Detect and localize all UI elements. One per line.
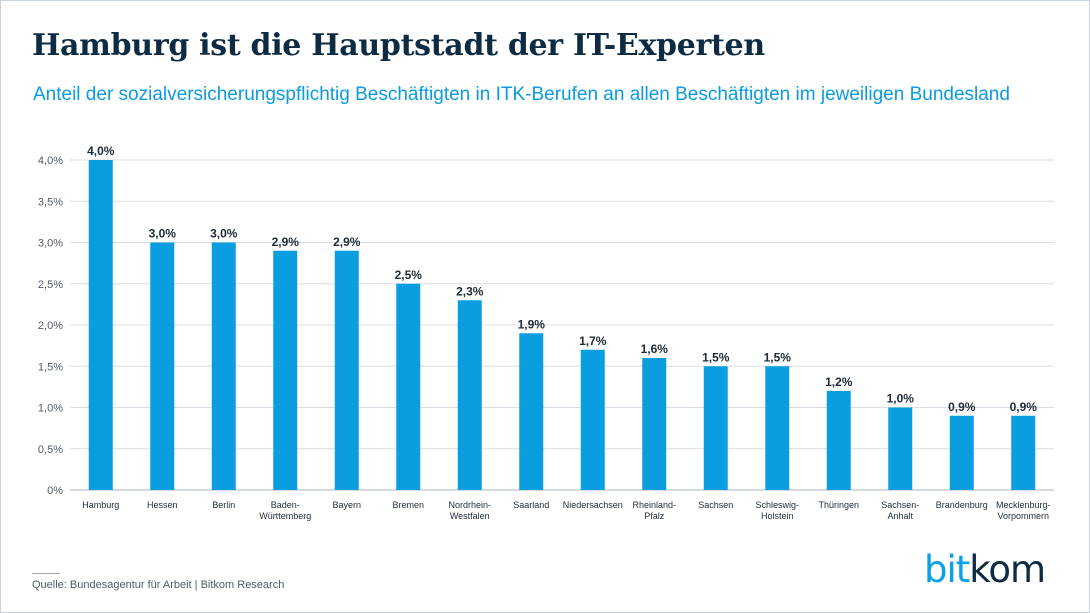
x-tick-label: Holstein (761, 511, 794, 521)
x-tick-label: Bayern (332, 500, 361, 510)
x-tick-label: Nordrhein- (448, 500, 491, 510)
bar (888, 407, 913, 490)
bar-value-label: 1,7% (579, 334, 607, 348)
bar (826, 391, 851, 490)
y-tick-label: 3,5% (38, 196, 63, 208)
bar-value-label: 1,2% (825, 375, 853, 389)
x-tick-label: Hamburg (82, 500, 119, 510)
bar (150, 242, 175, 490)
bitkom-logo: bitkom (924, 548, 1046, 591)
bar-value-label: 2,5% (395, 268, 423, 282)
x-tick-label: Vorpommern (997, 511, 1049, 521)
x-tick-label: Saarland (513, 500, 549, 510)
bar-value-label: 0,9% (1010, 400, 1038, 414)
bar (580, 349, 605, 490)
bar-value-label: 2,9% (272, 235, 300, 249)
footer-rule (32, 573, 60, 574)
chart-subtitle: Anteil der sozialversicherungspflichtig … (33, 84, 1010, 105)
bar (703, 366, 728, 490)
bar (334, 250, 359, 490)
bar (949, 415, 974, 490)
y-tick-label: 1,0% (38, 403, 63, 415)
x-tick-label: Brandenburg (936, 500, 988, 510)
bar (396, 283, 421, 490)
logo-part-kom: kom (969, 548, 1046, 591)
bar (211, 242, 236, 490)
x-tick-label: Sachsen (698, 500, 733, 510)
y-tick-label: 0,5% (38, 444, 63, 456)
bar (642, 358, 667, 490)
x-tick-label: Hessen (147, 500, 178, 510)
x-tick-label: Baden- (271, 500, 300, 510)
chart-title: Hamburg ist die Hauptstadt der IT-Expert… (32, 28, 765, 63)
bar-value-label: 3,0% (149, 227, 177, 241)
x-tick-label: Westfalen (450, 511, 490, 521)
bar-value-label: 2,3% (456, 284, 484, 298)
x-tick-label: Berlin (212, 500, 235, 510)
bar-value-label: 1,6% (641, 342, 669, 356)
bar-value-label: 1,0% (887, 392, 915, 406)
bar (519, 333, 544, 490)
x-tick-label: Thüringen (818, 500, 859, 510)
x-tick-label: Bremen (392, 500, 424, 510)
x-tick-label: Sachsen- (881, 500, 919, 510)
y-tick-label: 4,0% (38, 155, 63, 167)
bar-value-label: 1,5% (702, 350, 730, 364)
x-tick-label: Mecklenburg- (996, 500, 1051, 510)
x-tick-label: Niedersachsen (563, 500, 623, 510)
bar-value-label: 1,5% (764, 350, 792, 364)
y-tick-label: 2,0% (38, 320, 63, 332)
source-note: Quelle: Bundesagentur für Arbeit | Bitko… (32, 579, 285, 591)
logo-part-bit: bit (924, 548, 970, 591)
bar-value-label: 2,9% (333, 235, 361, 249)
bar-value-label: 1,9% (518, 317, 546, 331)
y-tick-label: 2,5% (38, 279, 63, 291)
bar (765, 366, 790, 490)
bar (88, 160, 113, 490)
x-tick-label: Württemberg (259, 511, 311, 521)
bar (457, 300, 482, 490)
y-tick-label: 0% (47, 485, 63, 497)
y-tick-label: 1,5% (38, 361, 63, 373)
x-tick-label: Pfalz (644, 511, 665, 521)
bar-value-label: 3,0% (210, 227, 238, 241)
bar (1011, 415, 1036, 490)
x-tick-label: Anhalt (887, 511, 913, 521)
bar-value-label: 4,0% (87, 144, 115, 158)
bar-value-label: 0,9% (948, 400, 976, 414)
y-tick-label: 3,0% (38, 238, 63, 250)
bar (273, 250, 298, 490)
x-tick-label: Schleswig- (755, 500, 799, 510)
x-tick-label: Rheinland- (632, 500, 676, 510)
